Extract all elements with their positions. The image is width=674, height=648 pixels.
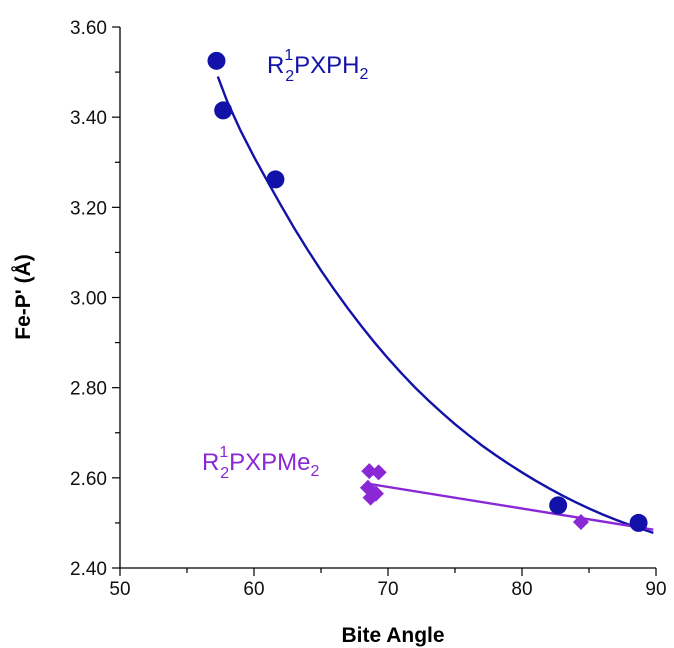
annotation-1-base: R: [267, 52, 284, 79]
annotation-series-1: R1 2PXPH2: [267, 47, 369, 85]
y-tick-label: 3.40: [70, 108, 107, 129]
annotation-series-2: R1 2PXPMe2: [202, 444, 320, 482]
data-point-series-2: [362, 489, 379, 506]
fit-line-series-2: [367, 482, 654, 531]
x-ticks: 50 60 70 80 90: [109, 568, 667, 600]
data-point-series-1: [549, 496, 568, 515]
y-tick-label: 3.20: [70, 198, 107, 219]
x-tick-label: 50: [109, 579, 130, 600]
plot-area: 50 60 70 80 90 2.40 2.60 2.80 3.00 3.20 3.40 3.60: [70, 18, 667, 600]
y-tick-label: 2.40: [70, 559, 107, 580]
data-point-series-2: [370, 464, 387, 481]
data-points: [207, 51, 648, 532]
x-tick-label: 80: [511, 579, 532, 600]
annotation-2-mid: PXPMe: [229, 449, 310, 476]
x-axis-title: Bite Angle: [341, 624, 444, 647]
annotation-2-sub: 2: [220, 465, 229, 482]
y-tick-label: 3.00: [70, 289, 107, 310]
data-point-series-1: [629, 513, 648, 532]
fit-line-series-1: [216, 76, 654, 534]
x-tick-label: 60: [243, 579, 264, 600]
x-tick-label: 70: [377, 579, 398, 600]
fit-lines: [216, 76, 654, 534]
y-tick-label: 2.80: [70, 379, 107, 400]
data-point-series-1: [266, 170, 285, 189]
y-tick-label: 3.60: [70, 18, 107, 39]
data-point-series-2: [572, 514, 589, 531]
data-point-series-1: [214, 101, 233, 120]
y-axis-title: Fe-P' (Å): [11, 254, 35, 340]
x-tick-label: 90: [645, 579, 666, 600]
annotation-1-sup: 1: [284, 47, 293, 64]
y-ticks: 2.40 2.60 2.80 3.00 3.20 3.40 3.60: [70, 18, 120, 580]
annotation-1-sub: 2: [285, 68, 294, 85]
annotation-2-base: R: [202, 449, 219, 476]
data-point-series-1: [207, 51, 226, 70]
y-tick-label: 2.60: [70, 469, 107, 490]
annotation-1-sub2: 2: [360, 66, 369, 83]
annotation-2-sub2: 2: [311, 463, 320, 480]
annotation-1-mid: PXPH: [294, 52, 359, 79]
data-point-series-2: [361, 463, 378, 480]
annotation-2-sup: 1: [219, 444, 228, 461]
